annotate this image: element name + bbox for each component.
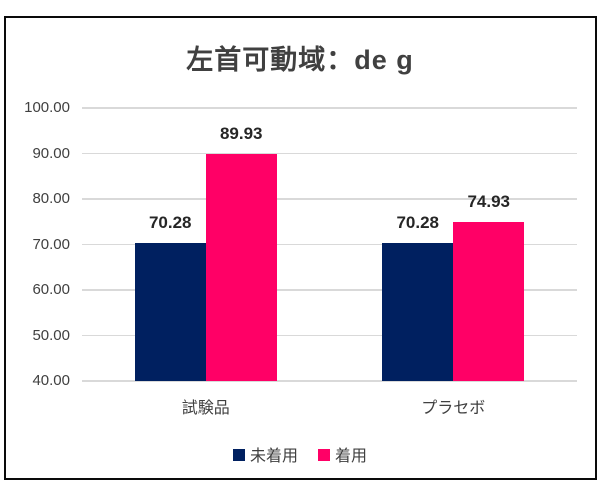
legend-item: 着用	[318, 442, 367, 466]
bar-value-label: 74.93	[467, 192, 511, 212]
y-axis-tick-label: 40.00	[32, 372, 70, 389]
y-axis-tick-label: 90.00	[32, 144, 70, 162]
gridline	[82, 107, 577, 109]
bar	[134, 243, 206, 381]
y-axis-tick-label: 60.00	[32, 281, 70, 298]
bar-value-label: 70.28	[148, 213, 192, 233]
gridline	[82, 289, 577, 291]
bar	[205, 153, 277, 381]
legend-label: 着用	[335, 448, 368, 465]
bar-value-label: 70.28	[396, 213, 440, 233]
legend-item: 未着用	[232, 442, 298, 466]
legend-swatch-icon	[232, 449, 245, 461]
chart-title: 左首可動域：de g	[186, 45, 414, 75]
x-axis-category-label: プラセボ	[421, 400, 486, 417]
gridline	[82, 198, 577, 200]
gridline	[82, 334, 577, 337]
y-axis-tick-label: 100.00	[24, 99, 70, 116]
legend-swatch-icon	[318, 449, 330, 461]
legend: 未着用 着用	[0, 442, 600, 466]
bar	[382, 243, 454, 381]
gridline	[82, 243, 577, 246]
gridline	[82, 152, 577, 155]
x-axis-category-label: 試験品	[181, 400, 230, 417]
bar	[453, 222, 525, 381]
y-axis-tick-label: 50.00	[32, 326, 70, 344]
bar-value-label: 89.93	[219, 123, 263, 143]
y-axis-tick-label: 70.00	[32, 235, 70, 253]
legend-label: 未着用	[249, 448, 298, 465]
gridline	[82, 380, 577, 382]
y-axis-tick-label: 80.00	[32, 190, 70, 207]
